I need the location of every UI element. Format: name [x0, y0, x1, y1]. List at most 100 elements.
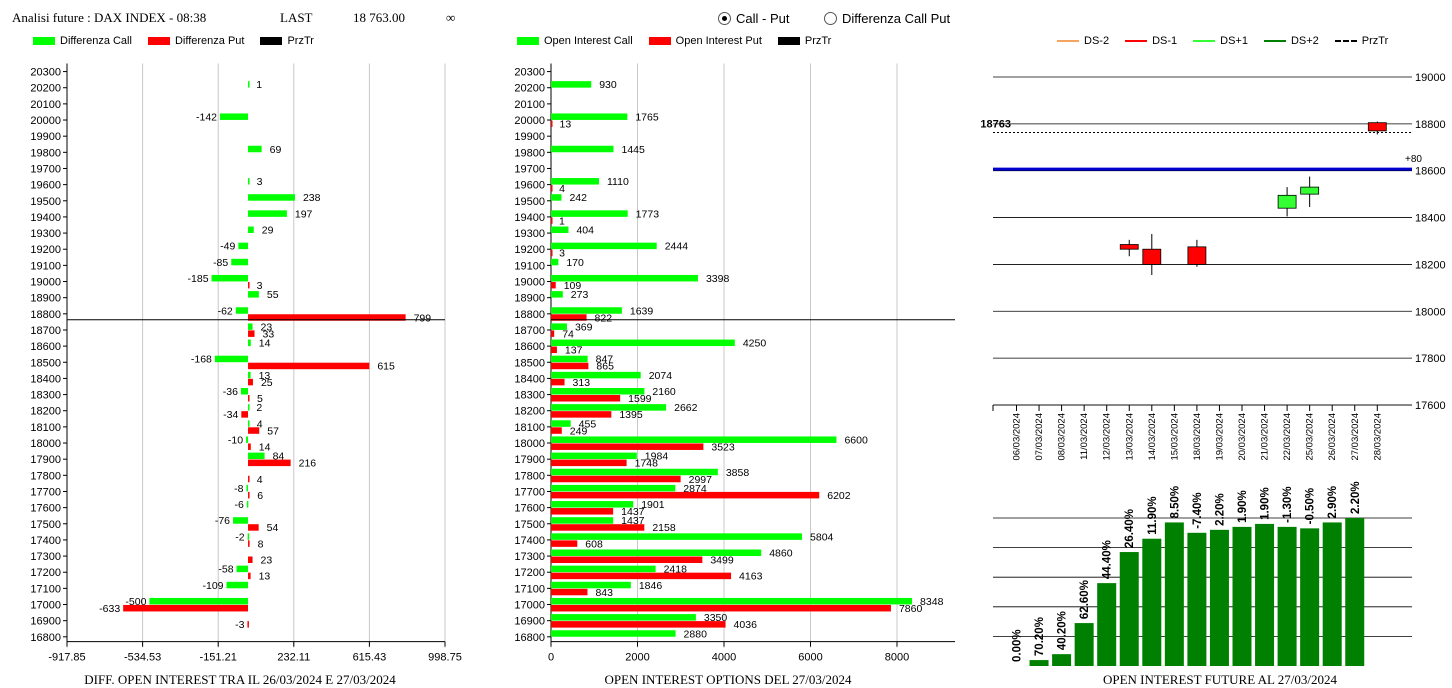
oi-bar-call: [551, 388, 645, 395]
diff-bar-call: [238, 242, 249, 250]
oif-bar-label: 1.90%: [1237, 490, 1249, 523]
radio-label-call-put: Call - Put: [736, 11, 790, 26]
oi-value-label-call: 1984: [645, 451, 669, 463]
oi-bar-call: [551, 468, 718, 476]
oi-value-label-call: 3398: [706, 273, 730, 285]
oi-value-label-put: 2158: [652, 522, 676, 534]
diff-value-label-put: 5: [257, 393, 263, 405]
legend-line-prz: [1334, 40, 1357, 42]
diff-strike-label: 18200: [30, 406, 61, 418]
diff-bar-call: [231, 258, 249, 266]
oi-bar-put: [551, 378, 565, 386]
oi-strike-label: 19100: [514, 260, 545, 272]
oi-value-label-call: 242: [569, 192, 587, 204]
diff-bar-call: [248, 178, 250, 185]
oif-bar: [1074, 623, 1094, 666]
oi-value-label-call: 1110: [607, 176, 629, 188]
oi-bar-put: [551, 395, 621, 402]
diff-strike-label: 19800: [30, 147, 61, 159]
diff-value-label-call: -10: [228, 434, 243, 446]
legend-label-ds-prz: PrzTr: [1361, 35, 1389, 47]
ds-date-label: 26/03/2024: [1327, 413, 1338, 461]
oi-value-label-call: 6600: [844, 434, 868, 446]
oi-strike-label: 19700: [514, 163, 545, 175]
legend-ds: DS-2 DS-1 DS+1 DS+2 PrzTr: [1057, 35, 1404, 47]
oi-bar-put: [551, 475, 681, 483]
oi-value-label-call: 2444: [665, 241, 689, 253]
oif-bar: [1345, 518, 1365, 666]
diff-value-label-call: -36: [223, 386, 238, 398]
oi-strike-label: 17100: [514, 583, 545, 595]
oi-value-label-call: 3858: [726, 467, 750, 479]
infinity-symbol: ∞: [446, 10, 456, 25]
oi-strike-label: 18300: [514, 390, 545, 402]
ds-date-label: 25/03/2024: [1305, 413, 1316, 461]
oi-value-label-put: 74: [562, 328, 574, 340]
oif-bar: [1277, 526, 1297, 666]
diff-strike-label: 19900: [30, 131, 61, 143]
oi-value-label-call: 1773: [636, 208, 660, 220]
diff-value-label-call: -109: [203, 580, 224, 592]
oif-bar: [1209, 529, 1229, 666]
diff-bar-call: [248, 194, 295, 201]
diff-bar-put: [248, 281, 250, 289]
diff-strike-label: 18100: [30, 422, 61, 434]
oi-value-label-call: 847: [596, 354, 614, 366]
diff-bar-call: [248, 371, 251, 379]
oif-bar-label: 1.90%: [1260, 487, 1272, 520]
diff-bar-call: [246, 436, 249, 443]
oi-bar-put: [551, 411, 612, 418]
radio-dot-unselected: [824, 12, 837, 25]
radio-call-put[interactable]: Call - Put: [718, 11, 789, 26]
oi-value-label-put: 1395: [619, 409, 643, 421]
diff-value-label-put: 615: [377, 361, 395, 373]
diff-tick-label: -534.53: [124, 652, 161, 664]
legend-diff: Differenza Call Differenza Put PrzTr: [33, 35, 330, 47]
diff-value-label-put: -633: [99, 603, 120, 615]
diff-bar-put: [247, 621, 249, 628]
ds-price-label: 18800: [1415, 119, 1446, 131]
oi-value-label-call: 2160: [652, 386, 676, 398]
oi-bar-put: [551, 346, 557, 354]
oi-bar-put: [551, 281, 556, 289]
oi-bar-put: [551, 556, 703, 563]
oi-value-label-put: 3523: [711, 441, 735, 453]
ds-date-label: 06/03/2024: [1012, 413, 1023, 461]
diff-bar-call: [248, 291, 259, 298]
radio-diff-call-put[interactable]: Differenza Call Put: [824, 11, 950, 26]
oi-value-label-put: 313: [573, 377, 591, 389]
oi-bar-call: [551, 178, 600, 185]
diff-bar-call: [149, 597, 249, 605]
oi-bar-put: [551, 491, 820, 499]
footer-left: DIFF. OPEN INTEREST TRA IL 26/03/2024 E …: [84, 672, 396, 687]
app-title: Analisi future : DAX INDEX - 08:38: [12, 10, 207, 25]
oi-bar-call: [551, 339, 735, 347]
diff-bar-put: [241, 411, 249, 418]
diff-value-label-put: 54: [267, 522, 279, 534]
diff-strike-label: 18900: [30, 293, 61, 305]
ds-date-label: 15/03/2024: [1169, 413, 1180, 461]
legend-line-ds-1: [1125, 40, 1148, 42]
diff-value-label-put: 6: [257, 490, 263, 502]
oi-bar-call: [551, 323, 567, 330]
oi-bar-put: [551, 314, 587, 321]
ds-candle-body: [1367, 122, 1387, 132]
oi-value-label-call: 1846: [639, 580, 663, 592]
oif-bar-label: 8.50%: [1169, 486, 1181, 519]
legend-label-oi-prz: PrzTr: [804, 35, 832, 47]
ds-candle-body: [1277, 194, 1297, 209]
diff-tick-label: -151.21: [200, 652, 237, 664]
oi-bar-put: [551, 604, 891, 612]
diff-value-label-call: 69: [270, 144, 282, 156]
oi-bar-call: [551, 597, 913, 605]
diff-value-label-call: -142: [196, 111, 217, 123]
oi-strike-label: 17900: [514, 454, 545, 466]
ds-candle-body: [1300, 186, 1320, 195]
ds-price-label: 17800: [1415, 353, 1446, 365]
oif-bar-label: -7.40%: [1192, 492, 1204, 528]
oi-bar-call: [551, 581, 631, 589]
oi-bar-put: [551, 185, 553, 192]
legend-label-call: Differenza Call: [60, 35, 132, 47]
diff-value-label-put: 25: [261, 377, 273, 389]
